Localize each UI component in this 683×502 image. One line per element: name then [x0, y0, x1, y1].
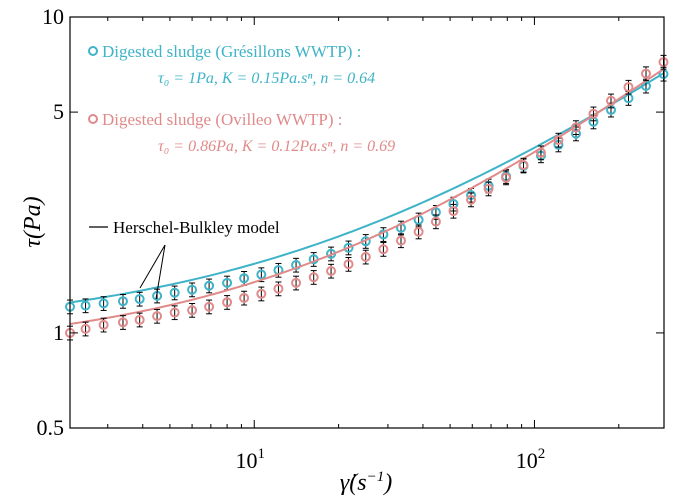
data-point — [501, 172, 512, 183]
data-point — [80, 300, 91, 311]
data-point — [640, 68, 651, 79]
data-point — [134, 314, 145, 325]
legend-marker-ovilleo — [88, 114, 98, 124]
data-point — [134, 294, 145, 305]
data-point — [256, 288, 267, 299]
x-axis-label-rest: (s — [349, 470, 366, 496]
annotation-arrow-1 — [139, 244, 166, 289]
data-point — [256, 269, 267, 280]
legend-entry-gresillons: Digested sludge (Grésillons WWTP) : τ₀ =… — [88, 42, 375, 87]
x-tick-label: 102 — [516, 446, 546, 473]
model-curve — [69, 67, 665, 326]
annotation-arrow-2 — [155, 244, 166, 300]
x-axis-label: γ̇(s−1) — [340, 469, 392, 496]
data-point — [413, 226, 424, 237]
data-point — [204, 301, 215, 312]
data-point — [273, 283, 284, 294]
data-point — [222, 277, 233, 288]
data-point — [169, 287, 180, 298]
annotation-label: Herschel-Bulkley model — [113, 218, 280, 237]
data-point — [98, 298, 109, 309]
axes-box — [69, 16, 665, 429]
data-point — [518, 160, 529, 171]
data-point — [570, 122, 581, 133]
series-ovilleo — [65, 54, 669, 341]
y-tick-label: 5 — [53, 99, 64, 124]
y-tick-label: 0.5 — [37, 415, 65, 440]
data-point — [360, 251, 371, 262]
x-axis-label-close: ) — [382, 470, 392, 496]
model-annotation: Herschel-Bulkley model — [89, 218, 280, 300]
data-point — [80, 323, 91, 334]
legend-marker-gresillons — [88, 46, 98, 56]
data-point — [326, 266, 337, 277]
data-point — [448, 206, 459, 217]
data-point — [395, 235, 406, 246]
x-axis-label-sup: −1 — [367, 469, 385, 485]
legend-label-ovilleo: Digested sludge (Ovilleo WWTP) : — [102, 110, 342, 129]
legend-params-ovilleo: τ₀ = 0.86Pa, K = 0.12Pa.sⁿ, n = 0.69 — [158, 138, 395, 155]
data-point — [535, 147, 546, 158]
data-point — [239, 292, 250, 303]
data-point — [187, 305, 198, 316]
data-point — [222, 297, 233, 308]
axis-ticks: 101 102 0.5 1 5 10 — [37, 4, 664, 473]
y-axis-label: τ(Pa) — [20, 196, 46, 247]
data-point — [588, 108, 599, 119]
data-point — [204, 280, 215, 291]
data-point — [553, 134, 564, 145]
legend-entry-ovilleo: Digested sludge (Ovilleo WWTP) : τ₀ = 0.… — [88, 110, 395, 155]
data-point — [378, 244, 389, 255]
data-point — [117, 296, 128, 307]
data-point — [169, 307, 180, 318]
x-tick-label: 101 — [235, 446, 265, 473]
data-point — [623, 82, 634, 93]
data-point — [483, 183, 494, 194]
series-gresillons — [65, 66, 669, 315]
data-point — [605, 95, 616, 106]
data-point — [466, 194, 477, 205]
data-point — [152, 311, 163, 322]
legend-label-gresillons: Digested sludge (Grésillons WWTP) : — [102, 42, 361, 61]
data-point — [430, 216, 441, 227]
data-point — [291, 277, 302, 288]
y-tick-label: 1 — [53, 320, 64, 345]
data-point — [343, 259, 354, 270]
legend-params-gresillons: τ₀ = 1Pa, K = 0.15Pa.sⁿ, n = 0.64 — [158, 70, 375, 87]
y-tick-label: 10 — [42, 4, 64, 29]
data-point — [308, 272, 319, 283]
data-point — [187, 284, 198, 295]
model-curve — [69, 72, 665, 304]
data-point — [343, 242, 354, 253]
data-point — [98, 319, 109, 330]
data-point — [239, 273, 250, 284]
data-point — [117, 317, 128, 328]
